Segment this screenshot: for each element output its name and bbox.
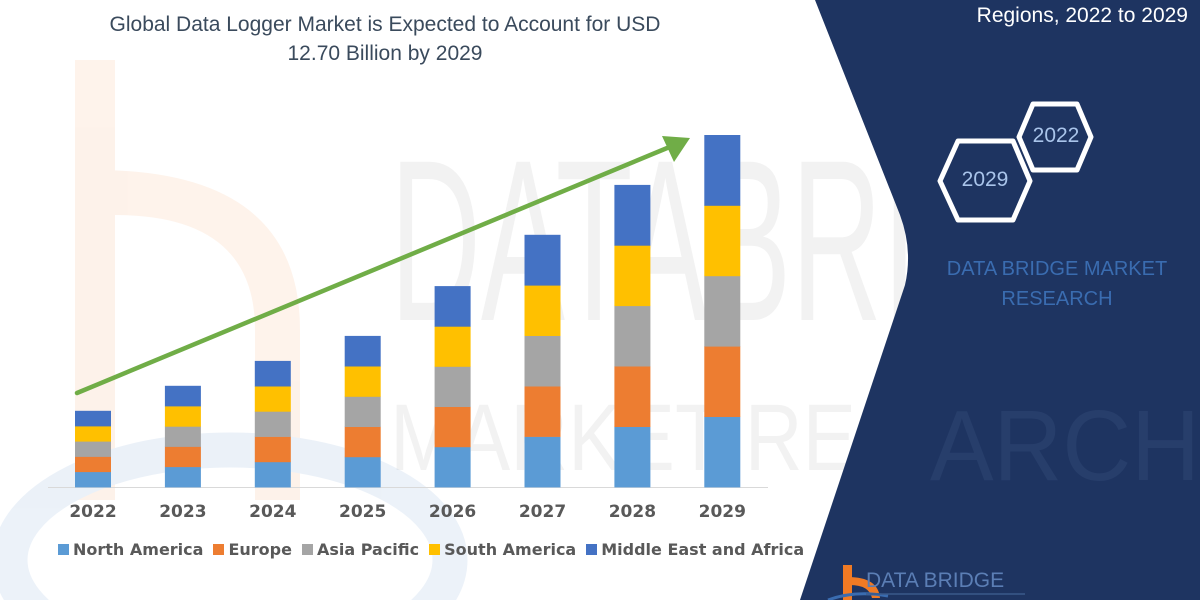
bar-segment-middle-east-and-africa xyxy=(344,335,381,367)
panel-title-line: Regions, 2022 to 2029 xyxy=(976,4,1188,27)
chart-title-line1: Global Data Logger Market is Expected to… xyxy=(109,13,661,36)
chart-title: Global Data Logger Market is Expected to… xyxy=(40,10,730,68)
panel-title: Regions, 2022 to 2029 xyxy=(977,4,1188,28)
bar-segment-europe xyxy=(164,446,201,468)
legend-label: North America xyxy=(73,540,204,559)
legend-item: North America xyxy=(58,540,203,559)
brand-name: DATA BRIDGE MARKET RESEARCH xyxy=(922,254,1192,314)
x-axis-label: 2022 xyxy=(69,502,117,522)
bar-segment-europe xyxy=(344,426,381,458)
bar-segment-europe xyxy=(434,406,471,448)
bars-group xyxy=(75,135,741,488)
data-bridge-logo-icon xyxy=(827,565,1025,600)
bar-segment-asia-pacific xyxy=(75,441,111,457)
bar-segment-middle-east-and-africa xyxy=(434,286,471,327)
legend-swatch-icon xyxy=(301,544,313,555)
legend-swatch-icon xyxy=(586,544,598,555)
x-axis-label: 2026 xyxy=(428,502,477,522)
bar-segment-north-america xyxy=(75,471,111,488)
bar-segment-europe xyxy=(524,386,561,437)
bar-segment-south-america xyxy=(434,326,471,367)
bar-segment-south-america xyxy=(254,386,291,412)
legend-swatch-icon xyxy=(58,544,69,555)
bar-segment-europe xyxy=(704,346,741,417)
bar-segment-asia-pacific xyxy=(344,396,381,427)
bar-segment-asia-pacific xyxy=(164,426,201,447)
bar-segment-middle-east-and-africa xyxy=(524,234,561,286)
bar-segment-north-america xyxy=(344,456,381,488)
chart-title-line2: 12.70 Billion by 2029 xyxy=(287,42,483,65)
side-panel xyxy=(800,0,1200,600)
legend-item: South America xyxy=(429,540,576,559)
x-axis-label: 2028 xyxy=(608,502,657,522)
brand-line2: RESEARCH xyxy=(1001,288,1113,310)
bar-segment-north-america xyxy=(434,446,471,488)
legend-item: Middle East and Africa xyxy=(586,540,804,559)
bar-2027 xyxy=(524,234,561,488)
trend-arrow-icon xyxy=(74,136,690,396)
chart-legend: North America Europe Asia Pacific South Ame… xyxy=(58,540,814,559)
bar-segment-south-america xyxy=(704,205,741,277)
hex-label-2029: 2029 xyxy=(961,168,1009,191)
svg-text:ARCH: ARCH xyxy=(930,390,1200,502)
bar-segment-middle-east-and-africa xyxy=(164,385,201,407)
bar-2026 xyxy=(434,286,471,488)
bar-2024 xyxy=(254,360,291,488)
bar-segment-north-america xyxy=(614,426,651,488)
x-axis-label: 2025 xyxy=(339,502,387,522)
hex-badge-2029 xyxy=(937,138,1033,223)
legend-label: Middle East and Africa xyxy=(601,540,805,559)
bar-segment-asia-pacific xyxy=(434,366,471,407)
legend-label: Asia Pacific xyxy=(316,540,420,559)
bar-segment-middle-east-and-africa xyxy=(254,360,291,387)
bar-segment-south-america xyxy=(344,366,381,397)
bar-segment-north-america xyxy=(704,416,741,488)
bar-segment-north-america xyxy=(164,466,201,488)
legend-swatch-icon xyxy=(213,544,225,555)
logo-text: DATA BRIDGE xyxy=(866,569,1005,592)
bar-segment-south-america xyxy=(614,245,651,307)
x-axis-label: 2027 xyxy=(518,502,567,522)
bar-segment-asia-pacific xyxy=(254,411,291,437)
bar-segment-europe xyxy=(75,456,111,473)
bar-2029 xyxy=(704,135,741,488)
bar-2022 xyxy=(75,410,111,488)
legend-label: South America xyxy=(444,540,577,559)
bar-2025 xyxy=(344,335,381,488)
bar-segment-middle-east-and-africa xyxy=(614,184,651,246)
legend-item: Europe xyxy=(213,540,292,559)
x-axis-label: 2029 xyxy=(698,502,746,522)
bar-segment-middle-east-and-africa xyxy=(704,135,741,206)
bar-segment-asia-pacific xyxy=(704,275,741,347)
bar-segment-south-america xyxy=(164,406,201,427)
bar-segment-asia-pacific xyxy=(614,305,651,367)
bar-segment-south-america xyxy=(524,285,561,336)
bar-2028 xyxy=(614,184,651,488)
hex-badge-2022 xyxy=(1016,101,1094,173)
bar-segment-south-america xyxy=(75,426,111,442)
bar-segment-middle-east-and-africa xyxy=(75,410,111,427)
bar-segment-europe xyxy=(254,436,291,463)
legend-swatch-icon xyxy=(429,544,441,555)
legend-label: Europe xyxy=(228,540,292,559)
legend-item: Asia Pacific xyxy=(301,540,420,559)
brand-line1: DATA BRIDGE MARKET xyxy=(946,258,1168,280)
bar-segment-north-america xyxy=(524,436,561,488)
bar-segment-europe xyxy=(614,366,651,427)
x-axis-label: 2024 xyxy=(249,502,297,522)
bar-segment-asia-pacific xyxy=(524,335,561,387)
bar-segment-north-america xyxy=(254,461,291,488)
hex-label-2022: 2022 xyxy=(1032,124,1080,147)
bar-2023 xyxy=(164,385,201,488)
x-axis-label: 2023 xyxy=(159,502,207,522)
